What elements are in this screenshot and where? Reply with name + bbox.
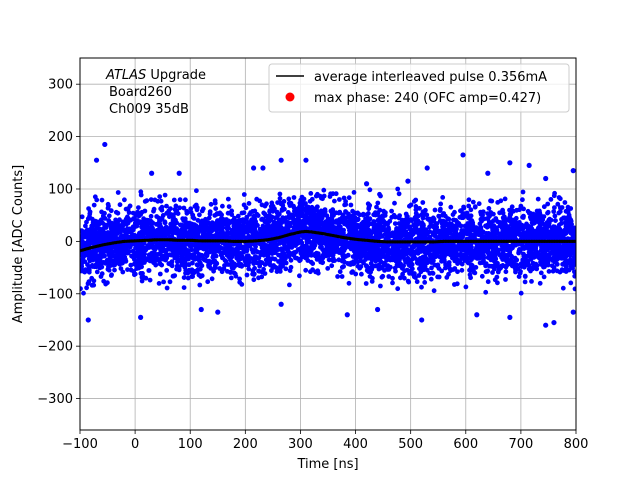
x-tick-label: 200 <box>233 437 258 452</box>
legend: average interleaved pulse 0.356mA max ph… <box>269 64 569 112</box>
scatter-point <box>551 320 556 325</box>
y-tick-label: 300 <box>48 78 73 93</box>
x-tick-label: −100 <box>62 437 98 452</box>
x-tick-label: 400 <box>343 437 368 452</box>
x-tick-label: 800 <box>564 437 589 452</box>
x-tick-label: 100 <box>178 437 203 452</box>
y-tick-label: 100 <box>48 182 73 197</box>
scatter-point <box>149 171 154 176</box>
x-tick-label: 300 <box>288 437 313 452</box>
scatter-point <box>543 176 548 181</box>
scatter-point <box>405 179 410 184</box>
y-axis-label: Amplitude [ADC Counts] <box>11 165 26 323</box>
scatter-point <box>86 317 91 322</box>
y-tick-label: 200 <box>48 130 73 145</box>
x-tick-label: 600 <box>453 437 478 452</box>
scatter-point <box>138 315 143 320</box>
scatter-point <box>527 163 532 168</box>
annotation-line-2: Board260 <box>109 85 172 100</box>
scatter-point <box>543 323 548 328</box>
scatter-point <box>279 302 284 307</box>
scatter-point <box>364 181 369 186</box>
annotation-upgrade: Upgrade <box>146 68 206 83</box>
legend-marker-max-phase <box>286 93 295 102</box>
y-tick-label: −200 <box>37 340 73 355</box>
x-tick-label: 700 <box>508 437 533 452</box>
scatter-point <box>571 310 576 315</box>
scatter-point <box>102 142 107 147</box>
y-tick-label: −100 <box>37 287 73 302</box>
scatter-point <box>507 315 512 320</box>
scatter-point <box>425 165 430 170</box>
scatter-point <box>215 310 220 315</box>
annotation-line-3: Ch009 35dB <box>109 102 189 117</box>
scatter-point <box>345 312 350 317</box>
legend-label-max-phase: max phase: 240 (OFC amp=0.427) <box>314 91 541 106</box>
x-tick-label: 0 <box>131 437 139 452</box>
x-axis-label: Time [ns] <box>296 457 358 472</box>
scatter-point <box>485 171 490 176</box>
scatter-point <box>279 158 284 163</box>
scatter-point <box>474 312 479 317</box>
scatter-point <box>260 165 265 170</box>
y-tick-label: 0 <box>65 235 73 250</box>
scatter-point <box>177 171 182 176</box>
annotation-line-1: ATLAS Upgrade <box>105 68 206 83</box>
legend-label-average-pulse: average interleaved pulse 0.356mA <box>314 70 547 85</box>
annotation-atlas: ATLAS <box>105 68 146 83</box>
scatter-point <box>507 160 512 165</box>
scatter-point <box>460 152 465 157</box>
scatter-point <box>375 307 380 312</box>
scatter-point <box>251 165 256 170</box>
x-tick-label: 500 <box>398 437 423 452</box>
scatter-point <box>571 168 576 173</box>
scatter-point <box>94 158 99 163</box>
scatter-point <box>303 158 308 163</box>
y-tick-label: −300 <box>37 392 73 407</box>
scatter-point <box>419 317 424 322</box>
scatter-point <box>199 307 204 312</box>
